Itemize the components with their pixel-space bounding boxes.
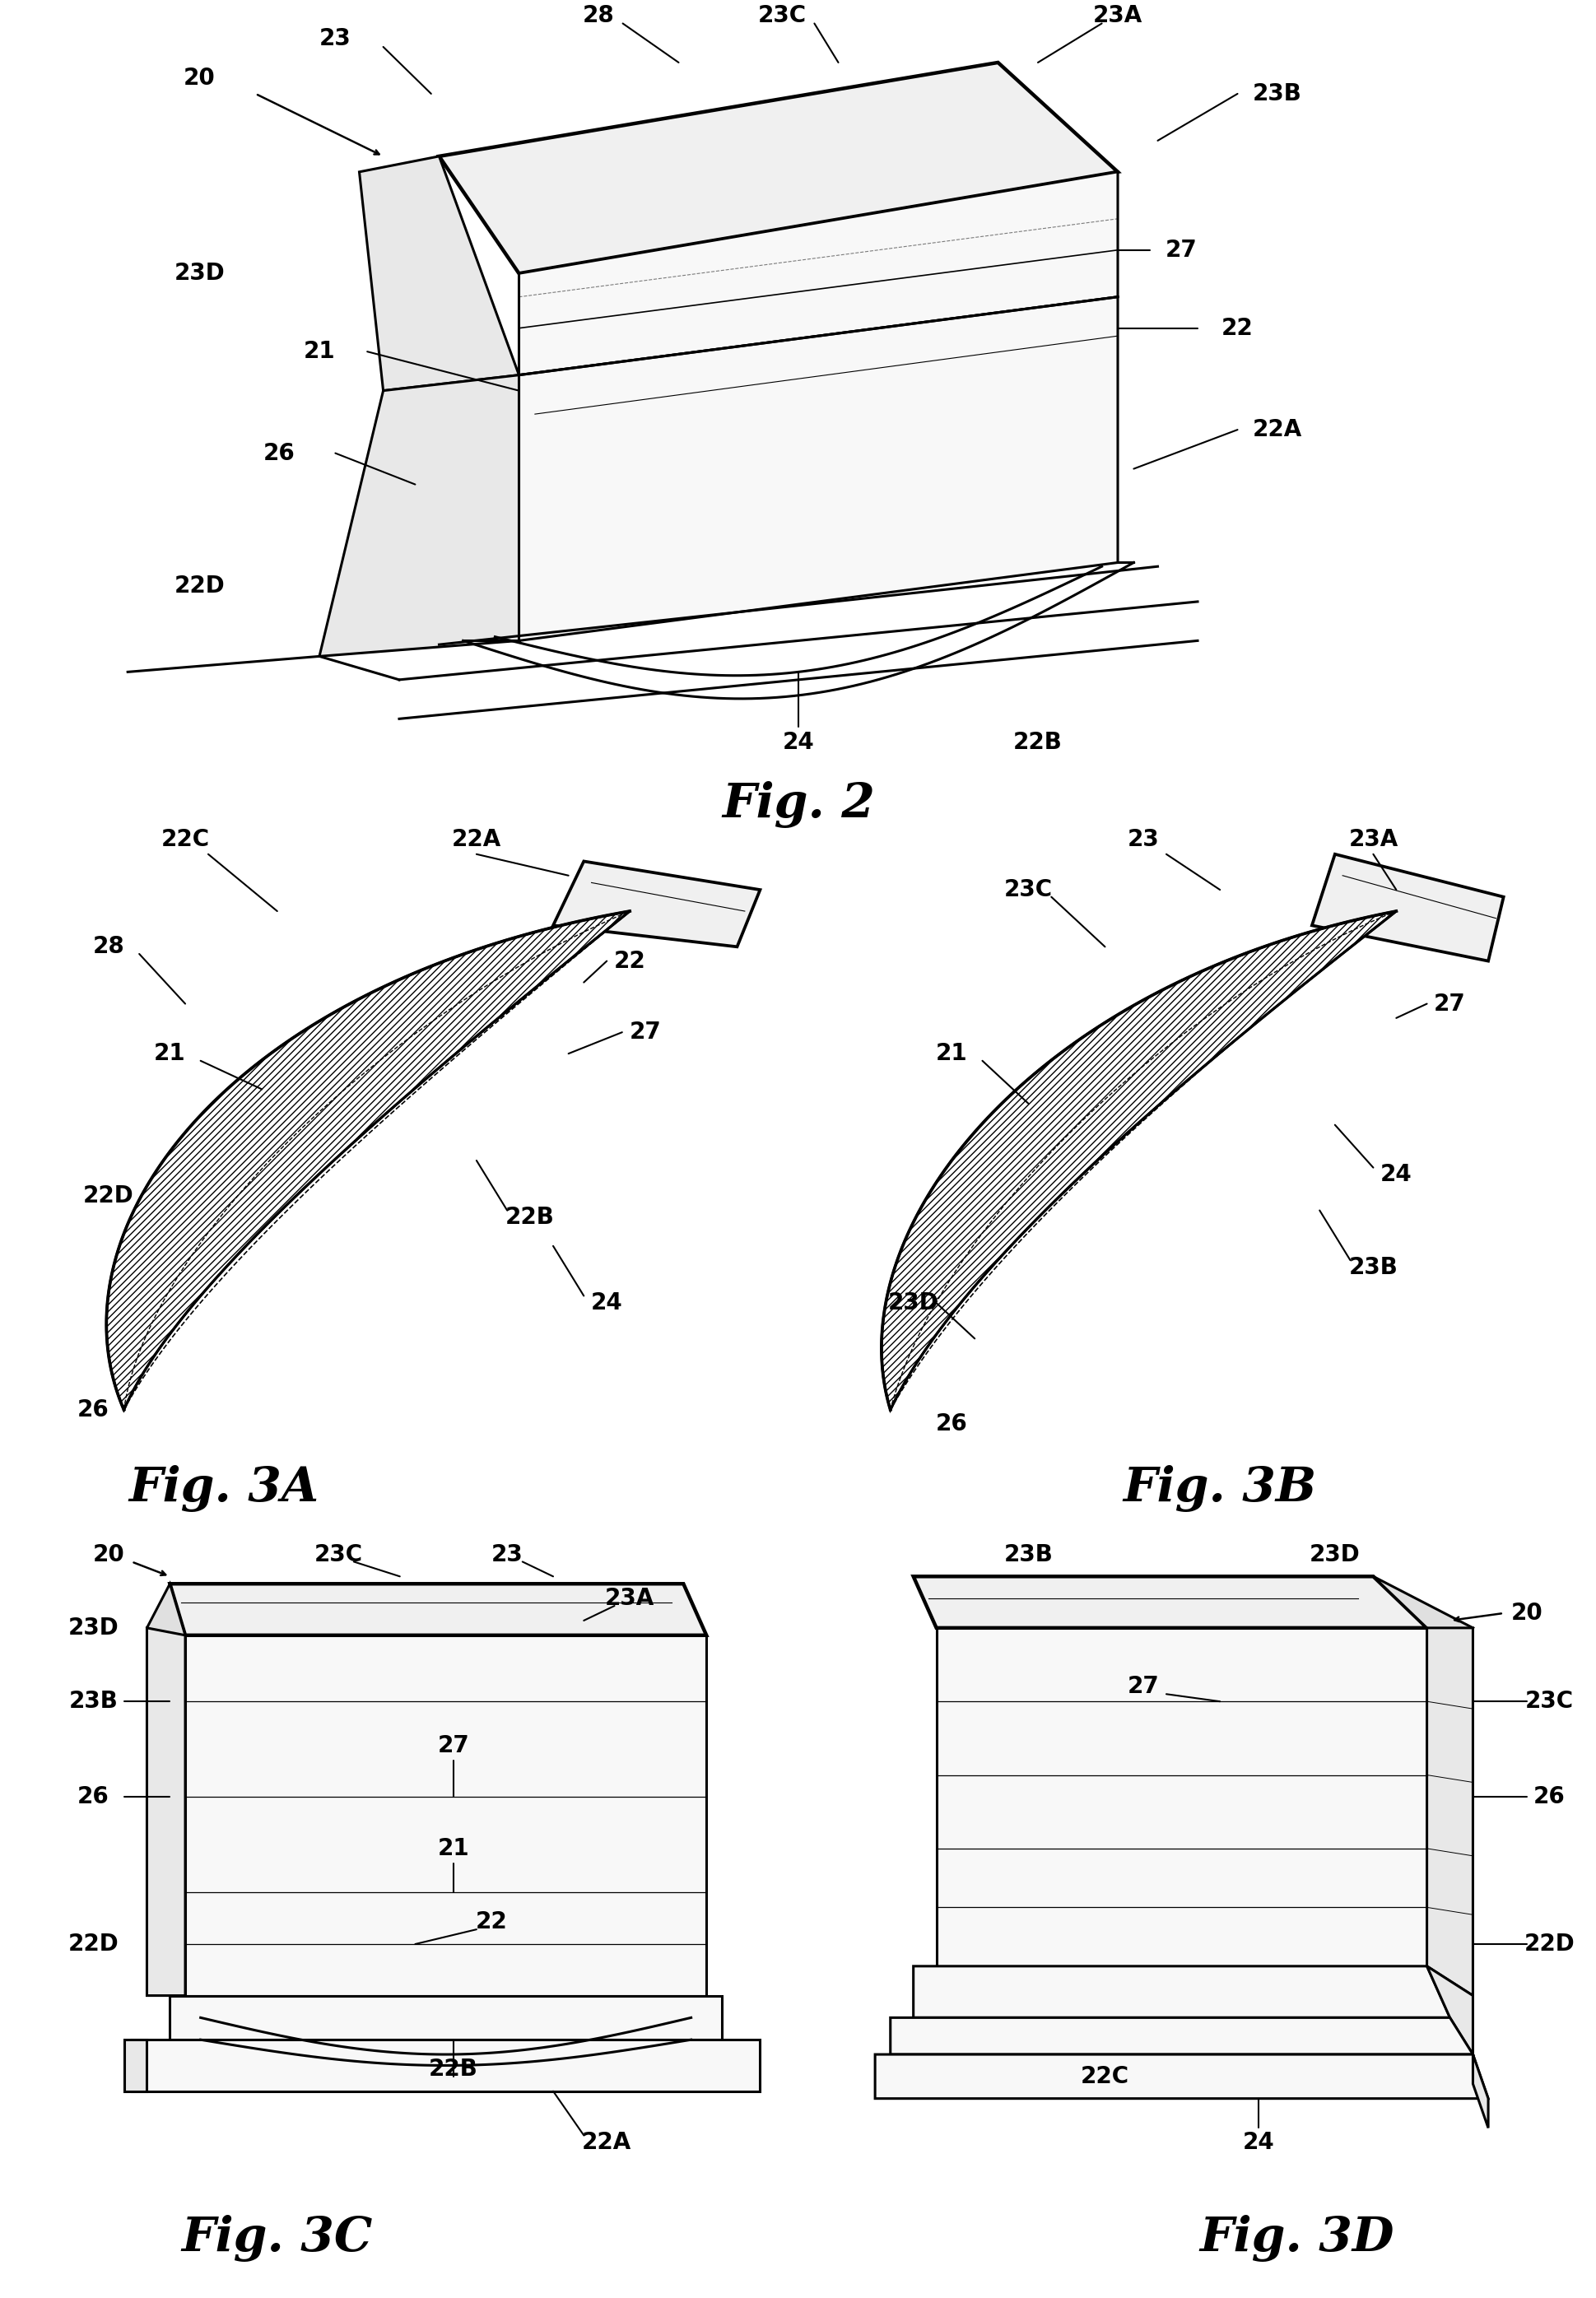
Text: 21: 21 bbox=[935, 1041, 967, 1066]
Text: 20: 20 bbox=[93, 1542, 124, 1565]
Text: 20: 20 bbox=[1510, 1602, 1542, 1625]
Text: 27: 27 bbox=[1127, 1675, 1159, 1698]
Polygon shape bbox=[147, 1627, 185, 1995]
Text: 24: 24 bbox=[591, 1291, 622, 1314]
Text: 23D: 23D bbox=[67, 1615, 118, 1638]
Text: 24: 24 bbox=[782, 731, 814, 754]
Text: 28: 28 bbox=[93, 935, 124, 958]
Text: 20: 20 bbox=[184, 67, 215, 90]
Text: 22D: 22D bbox=[83, 1183, 134, 1209]
Polygon shape bbox=[185, 1636, 705, 1995]
Text: 26: 26 bbox=[935, 1413, 967, 1436]
Polygon shape bbox=[519, 172, 1117, 375]
Text: 22A: 22A bbox=[1251, 418, 1302, 441]
Text: 26: 26 bbox=[1532, 1786, 1564, 1809]
Text: 22C: 22C bbox=[1080, 2066, 1128, 2089]
Polygon shape bbox=[439, 62, 1117, 273]
Text: 24: 24 bbox=[1379, 1163, 1411, 1186]
Text: Fig. 3C: Fig. 3C bbox=[182, 2215, 372, 2261]
Text: 22A: 22A bbox=[581, 2130, 632, 2153]
Polygon shape bbox=[1427, 1627, 1472, 1995]
Text: 23C: 23C bbox=[758, 5, 806, 28]
Text: Fig. 3A: Fig. 3A bbox=[128, 1464, 319, 1512]
Text: 22B: 22B bbox=[429, 2057, 477, 2080]
Polygon shape bbox=[519, 296, 1117, 641]
Text: 26: 26 bbox=[77, 1786, 109, 1809]
Text: 23C: 23C bbox=[314, 1542, 362, 1565]
Polygon shape bbox=[131, 2041, 760, 2091]
Polygon shape bbox=[1472, 2054, 1487, 2128]
Text: 23A: 23A bbox=[1347, 827, 1398, 853]
Text: 23: 23 bbox=[1127, 827, 1159, 853]
Polygon shape bbox=[1373, 1576, 1472, 1673]
Polygon shape bbox=[124, 2041, 147, 2091]
Text: 23C: 23C bbox=[1004, 878, 1052, 901]
Text: 22B: 22B bbox=[1013, 731, 1061, 754]
Text: 22B: 22B bbox=[506, 1206, 554, 1229]
Text: 23: 23 bbox=[492, 1542, 523, 1565]
Text: 23A: 23A bbox=[1092, 5, 1143, 28]
Text: 23B: 23B bbox=[1349, 1255, 1396, 1280]
Polygon shape bbox=[552, 862, 760, 947]
Text: 23B: 23B bbox=[1004, 1542, 1052, 1565]
Text: 22D: 22D bbox=[1523, 1933, 1574, 1956]
Polygon shape bbox=[319, 375, 519, 657]
Text: 23: 23 bbox=[319, 28, 351, 51]
Polygon shape bbox=[359, 156, 519, 391]
Text: 22: 22 bbox=[476, 1910, 508, 1933]
Text: 23D: 23D bbox=[174, 262, 225, 285]
Polygon shape bbox=[913, 1967, 1449, 2018]
Text: Fig. 2: Fig. 2 bbox=[721, 781, 875, 827]
Polygon shape bbox=[913, 1576, 1427, 1627]
Polygon shape bbox=[881, 912, 1395, 1409]
Text: 21: 21 bbox=[303, 340, 335, 363]
Text: 26: 26 bbox=[77, 1397, 109, 1422]
Text: 23D: 23D bbox=[887, 1291, 938, 1314]
Text: 23B: 23B bbox=[69, 1689, 118, 1712]
Polygon shape bbox=[147, 1583, 185, 1680]
Text: 27: 27 bbox=[1165, 239, 1197, 262]
Text: 24: 24 bbox=[1242, 2130, 1274, 2153]
Text: 23A: 23A bbox=[605, 1588, 654, 1611]
Text: 27: 27 bbox=[437, 1735, 469, 1758]
Text: 23B: 23B bbox=[1253, 83, 1301, 106]
Polygon shape bbox=[107, 912, 629, 1409]
Text: 26: 26 bbox=[263, 441, 295, 464]
Text: 27: 27 bbox=[629, 1020, 661, 1043]
Text: Fig. 3B: Fig. 3B bbox=[1122, 1464, 1317, 1512]
Text: 22D: 22D bbox=[174, 574, 225, 597]
Text: 22C: 22C bbox=[161, 827, 209, 853]
Text: 22: 22 bbox=[1221, 317, 1253, 340]
Polygon shape bbox=[1427, 1967, 1472, 2054]
Text: Fig. 3D: Fig. 3D bbox=[1199, 2215, 1393, 2261]
Text: 23C: 23C bbox=[1524, 1689, 1574, 1712]
Polygon shape bbox=[1312, 855, 1503, 961]
Polygon shape bbox=[891, 2018, 1472, 2054]
Polygon shape bbox=[935, 1627, 1427, 1967]
Text: 22D: 22D bbox=[67, 1933, 118, 1956]
Polygon shape bbox=[875, 2054, 1487, 2098]
Text: 21: 21 bbox=[437, 1836, 469, 1859]
Text: 23D: 23D bbox=[1309, 1542, 1360, 1565]
Text: 22A: 22A bbox=[452, 827, 501, 853]
Text: 27: 27 bbox=[1433, 993, 1465, 1016]
Polygon shape bbox=[169, 1995, 721, 2041]
Text: 22: 22 bbox=[613, 949, 645, 972]
Text: 21: 21 bbox=[153, 1041, 185, 1066]
Text: 28: 28 bbox=[583, 5, 614, 28]
Polygon shape bbox=[169, 1583, 705, 1636]
